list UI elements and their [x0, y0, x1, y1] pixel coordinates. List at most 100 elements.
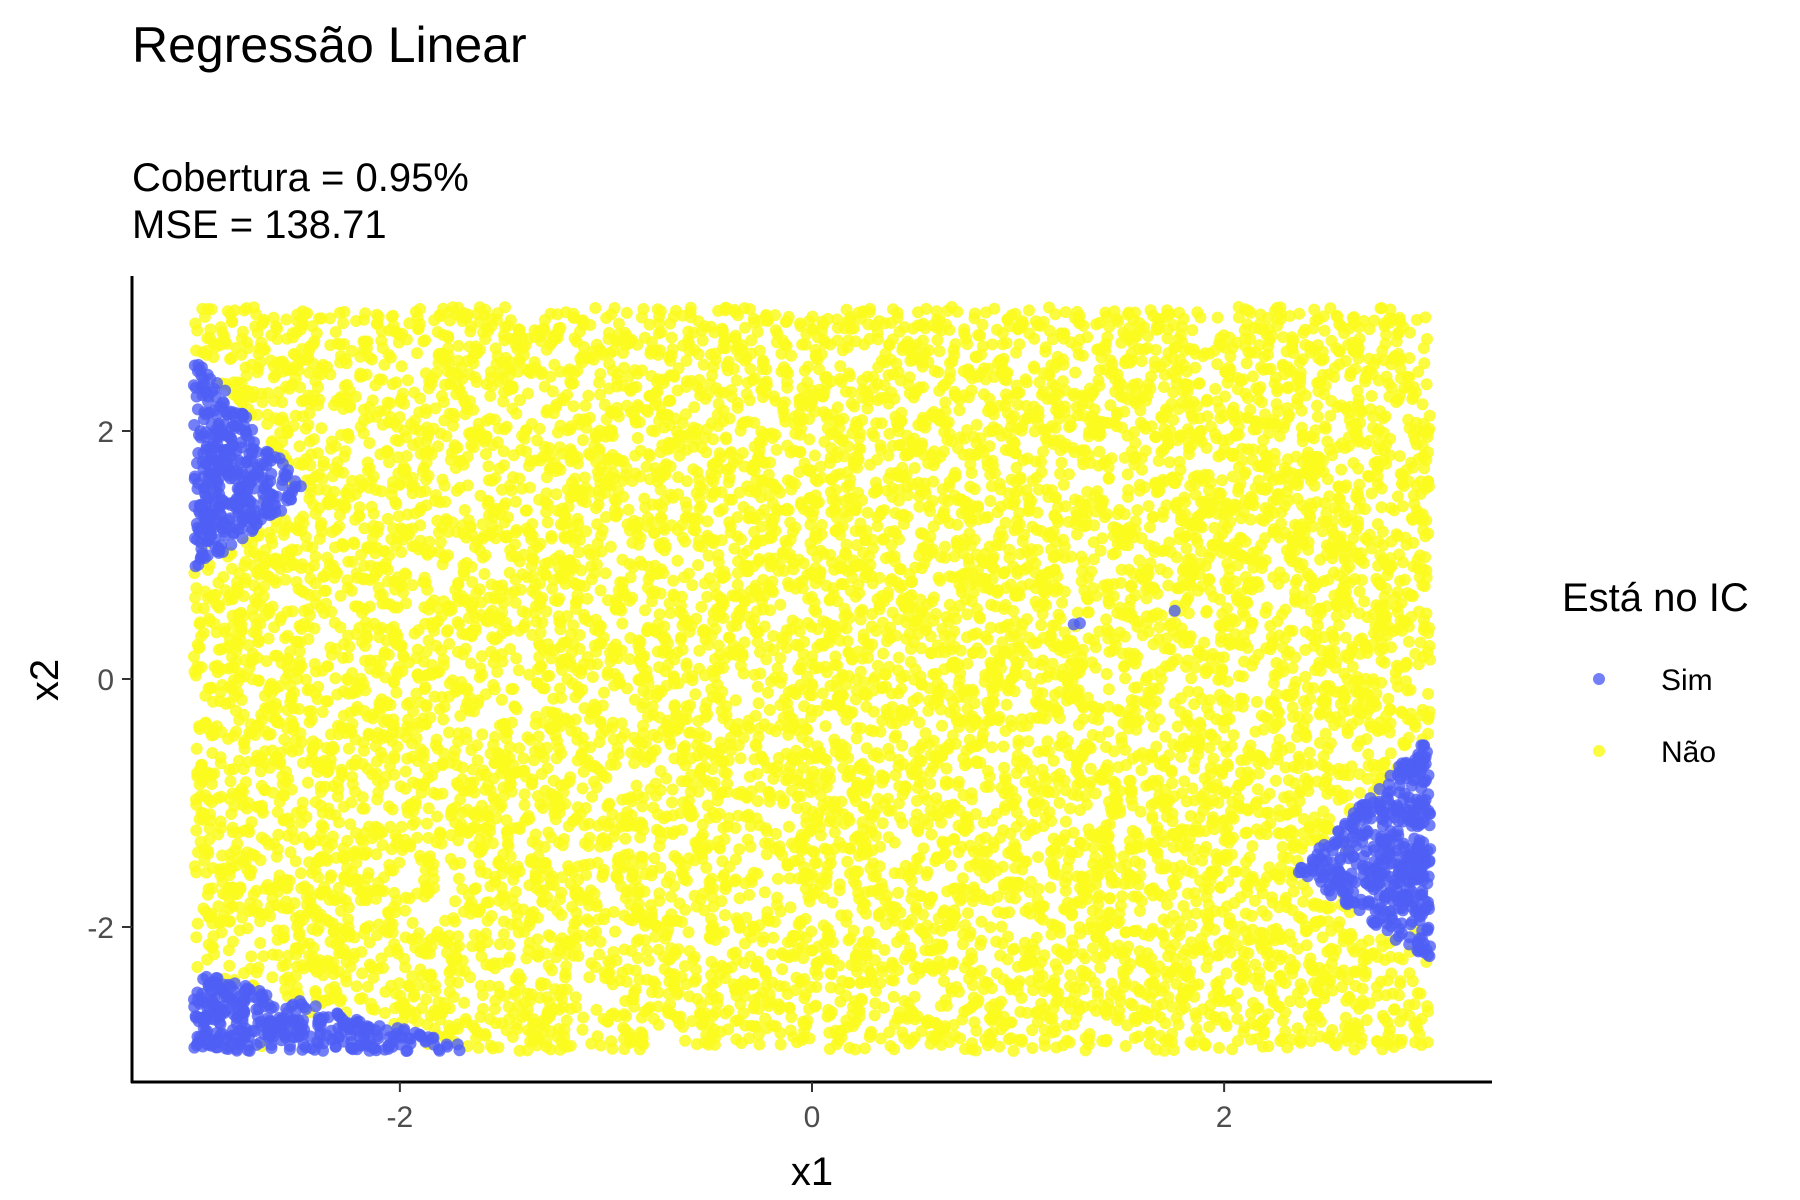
scatter-point-nao: [760, 848, 773, 861]
scatter-point-nao: [1100, 668, 1113, 680]
scatter-point-nao: [1069, 366, 1082, 379]
scatter-point-nao: [1384, 432, 1397, 445]
scatter-point-nao: [1055, 456, 1068, 469]
scatter-point-nao: [616, 553, 629, 566]
scatter-point-nao: [739, 321, 751, 334]
scatter-point-nao: [331, 688, 344, 701]
scatter-point-nao: [567, 400, 580, 413]
scatter-point-nao: [1400, 538, 1413, 551]
scatter-point-nao: [620, 306, 633, 319]
scatter-point-nao: [774, 652, 787, 665]
scatter-point-nao: [636, 800, 649, 813]
scatter-point-nao: [939, 396, 952, 409]
scatter-point-nao: [399, 765, 412, 778]
scatter-point-nao: [689, 688, 702, 701]
scatter-point-nao: [771, 891, 784, 904]
scatter-point-nao: [581, 592, 594, 605]
scatter-point-nao: [276, 960, 289, 972]
scatter-point-nao: [1218, 390, 1231, 403]
scatter-point-nao: [810, 856, 823, 869]
scatter-point-nao: [1054, 612, 1067, 625]
scatter-point-nao: [704, 932, 717, 945]
scatter-point-nao: [1111, 1014, 1123, 1027]
scatter-point-nao: [953, 404, 966, 417]
scatter-point-nao: [774, 598, 787, 611]
scatter-point-nao: [1122, 563, 1135, 576]
scatter-point-nao: [394, 780, 407, 793]
scatter-point-nao: [280, 313, 293, 326]
scatter-point-nao: [1422, 687, 1435, 700]
scatter-point-nao: [730, 610, 743, 623]
scatter-point-nao: [497, 445, 510, 458]
scatter-point-nao: [961, 907, 974, 920]
chart-subtitle-line-2: MSE = 138.71: [132, 203, 387, 247]
scatter-point-nao: [607, 750, 620, 763]
scatter-point-nao: [751, 325, 764, 338]
scatter-point-nao: [988, 302, 1001, 315]
scatter-point-nao: [622, 503, 635, 516]
scatter-point-nao: [482, 460, 495, 473]
scatter-point-nao: [1418, 357, 1431, 370]
scatter-point-nao: [995, 995, 1008, 1008]
scatter-point-nao: [409, 305, 422, 318]
scatter-point-nao: [772, 752, 785, 764]
scatter-point-nao: [1339, 631, 1352, 644]
scatter-point-nao: [316, 706, 329, 718]
scatter-point-nao: [604, 540, 617, 553]
scatter-point-nao: [882, 831, 895, 844]
scatter-point-nao: [344, 818, 357, 831]
scatter-point-nao: [842, 934, 855, 947]
scatter-point-nao: [505, 484, 518, 497]
scatter-point-nao: [1259, 606, 1272, 619]
scatter-point-nao: [709, 623, 722, 636]
scatter-point-nao: [602, 799, 615, 812]
scatter-point-nao: [1183, 448, 1195, 461]
scatter-point-nao: [1385, 967, 1398, 980]
scatter-point-nao: [512, 968, 525, 981]
scatter-point-nao: [970, 418, 983, 431]
scatter-point-nao: [833, 884, 846, 897]
scatter-point-nao: [216, 326, 229, 339]
scatter-point-nao: [430, 733, 443, 746]
scatter-point-nao: [1150, 740, 1163, 753]
scatter-point-nao: [638, 331, 651, 344]
scatter-point-nao: [1103, 892, 1116, 905]
scatter-point-nao: [281, 605, 294, 618]
scatter-point-nao: [1416, 398, 1429, 411]
scatter-point-nao: [452, 872, 465, 885]
scatter-point-nao: [1114, 577, 1127, 589]
scatter-point-nao: [1079, 952, 1092, 965]
scatter-point-nao: [1414, 636, 1427, 649]
scatter-point-nao: [631, 432, 644, 444]
scatter-point-nao: [509, 495, 522, 508]
scatter-point-nao: [448, 442, 461, 455]
scatter-point-nao: [1240, 357, 1253, 370]
scatter-point-nao: [386, 378, 399, 391]
scatter-point-nao: [1246, 370, 1259, 383]
scatter-point-nao: [751, 795, 764, 808]
scatter-point-nao: [680, 874, 693, 887]
scatter-point-nao: [628, 757, 641, 770]
scatter-point-nao: [701, 799, 714, 812]
scatter-point-nao: [334, 589, 347, 602]
scatter-point-nao: [1118, 508, 1131, 521]
scatter-point-nao: [393, 977, 406, 990]
scatter-point-nao: [485, 645, 498, 658]
scatter-point-nao: [995, 920, 1008, 933]
scatter-point-nao: [738, 636, 751, 649]
scatter-point-nao: [867, 542, 879, 555]
scatter-point-nao: [1318, 324, 1331, 337]
scatter-point-nao: [1119, 976, 1132, 989]
scatter-point-nao: [1094, 544, 1107, 557]
scatter-point-nao: [267, 311, 280, 324]
scatter-point-nao: [1091, 891, 1104, 904]
scatter-point-nao: [958, 323, 971, 336]
scatter-point-nao: [1406, 975, 1419, 988]
scatter-point-nao: [518, 788, 531, 801]
scatter-point-nao: [666, 783, 679, 796]
scatter-point-nao: [333, 306, 346, 319]
scatter-point-nao: [946, 355, 959, 368]
scatter-point-nao: [265, 329, 278, 342]
scatter-point-nao: [702, 638, 715, 651]
scatter-point-nao: [359, 654, 372, 667]
